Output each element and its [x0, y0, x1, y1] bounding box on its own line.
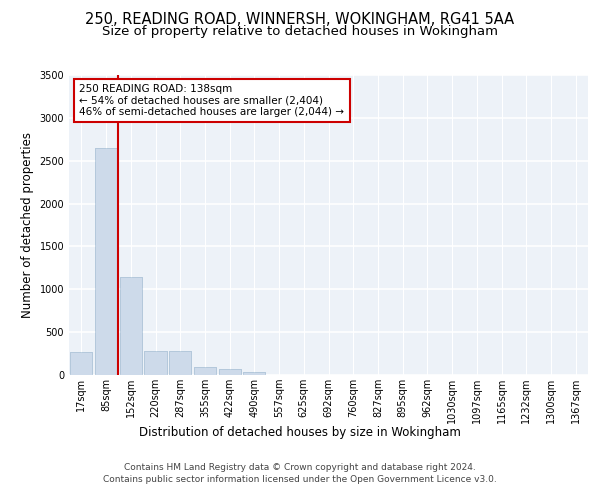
Bar: [169, 351, 191, 375]
Text: Contains HM Land Registry data © Crown copyright and database right 2024.: Contains HM Land Registry data © Crown c…: [124, 463, 476, 472]
Bar: [95, 148, 117, 375]
Bar: [218, 370, 241, 375]
Text: Size of property relative to detached houses in Wokingham: Size of property relative to detached ho…: [102, 25, 498, 38]
Bar: [194, 367, 216, 375]
Bar: [243, 372, 265, 375]
Bar: [145, 350, 167, 375]
Bar: [218, 370, 241, 375]
Text: 250 READING ROAD: 138sqm
← 54% of detached houses are smaller (2,404)
46% of sem: 250 READING ROAD: 138sqm ← 54% of detach…: [79, 84, 344, 117]
Bar: [194, 367, 216, 375]
Bar: [95, 148, 117, 375]
Bar: [145, 350, 167, 375]
Bar: [119, 278, 142, 375]
Bar: [243, 372, 265, 375]
Bar: [169, 351, 191, 375]
Text: Contains public sector information licensed under the Open Government Licence v3: Contains public sector information licen…: [103, 476, 497, 484]
Bar: [119, 278, 142, 375]
Y-axis label: Number of detached properties: Number of detached properties: [21, 132, 34, 318]
Text: Distribution of detached houses by size in Wokingham: Distribution of detached houses by size …: [139, 426, 461, 439]
Text: 250, READING ROAD, WINNERSH, WOKINGHAM, RG41 5AA: 250, READING ROAD, WINNERSH, WOKINGHAM, …: [85, 12, 515, 28]
Bar: [70, 352, 92, 375]
Bar: [70, 352, 92, 375]
